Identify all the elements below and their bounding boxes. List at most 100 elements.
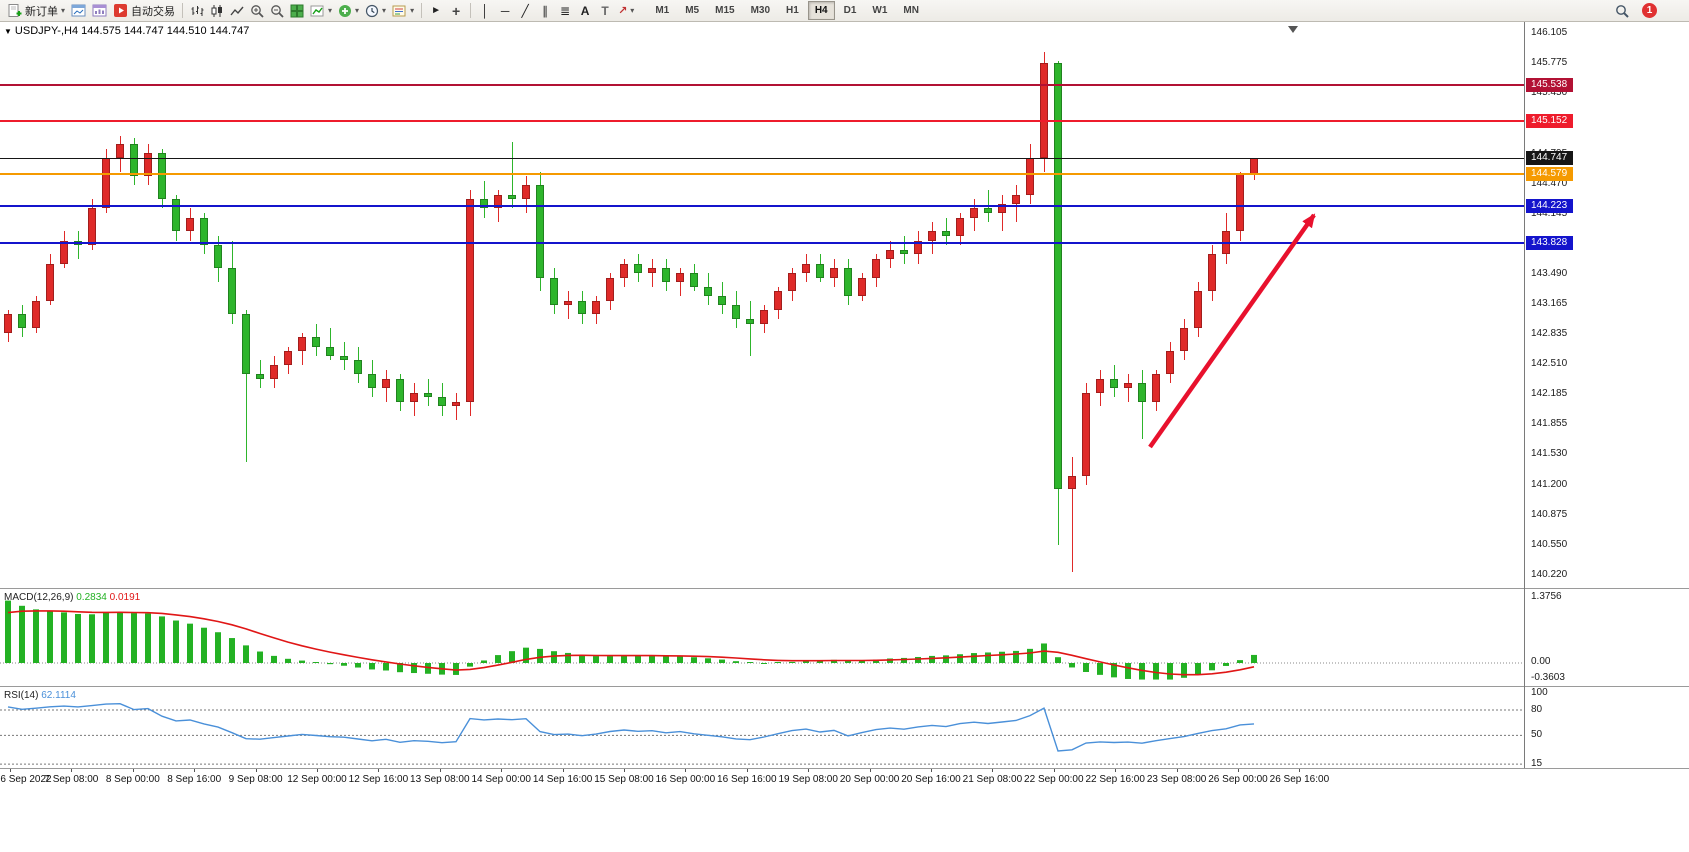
- new-order-button[interactable]: 新订单 ▾: [4, 1, 68, 21]
- search-button[interactable]: [1612, 1, 1632, 21]
- timeframe-H4[interactable]: H4: [807, 1, 835, 20]
- candle-body: [438, 397, 446, 407]
- tile-windows-icon: [290, 4, 304, 17]
- candle-body: [186, 217, 194, 232]
- time-axis-label: 23 Sep 08:00: [1146, 774, 1207, 785]
- candle-body: [830, 268, 838, 278]
- candle-body: [466, 199, 474, 402]
- candle-body: [774, 291, 782, 310]
- auto-trading-button[interactable]: 自动交易: [110, 1, 178, 21]
- zoom-in-button[interactable]: [247, 1, 267, 21]
- channel-tool-button[interactable]: ∥: [535, 1, 555, 21]
- candle-wick: [246, 309, 247, 462]
- macd-histogram-bar: [971, 653, 977, 663]
- cursor-tool-button[interactable]: ►: [426, 1, 446, 21]
- macd-histogram-bar: [817, 660, 823, 663]
- trend-arrow-annotation[interactable]: [0, 22, 1524, 588]
- auto-trading-label: 自动交易: [131, 5, 176, 18]
- symbol-dropdown-icon[interactable]: ▼: [4, 27, 12, 36]
- add-indicator-icon: [339, 4, 352, 17]
- chart-plot-area[interactable]: [0, 22, 1524, 588]
- timeframe-D1[interactable]: D1: [843, 5, 857, 16]
- timeframe-M5[interactable]: M5: [685, 5, 700, 16]
- notification-badge[interactable]: 1: [1642, 3, 1657, 18]
- candle-body: [172, 199, 180, 232]
- candle-body: [508, 194, 516, 200]
- hline-price-tag: 144.579: [1526, 166, 1573, 181]
- hline-object[interactable]: [0, 119, 1524, 122]
- candle-body: [312, 337, 320, 347]
- price-axis-label: 143.490: [1531, 267, 1568, 279]
- timeframe-W1[interactable]: W1: [872, 5, 888, 16]
- macd-histogram-bar: [467, 663, 473, 667]
- bar-chart-button[interactable]: [187, 1, 207, 21]
- macd-histogram-bar: [75, 613, 81, 663]
- macd-histogram-bar: [593, 656, 599, 663]
- candle-body: [228, 268, 236, 315]
- macd-histogram-bar: [19, 605, 25, 663]
- hline-object[interactable]: [0, 205, 1524, 208]
- line-chart-button[interactable]: [227, 1, 247, 21]
- time-axis-label: 13 Sep 08:00: [410, 774, 470, 785]
- timeframe-M1[interactable]: M1: [655, 5, 670, 16]
- candle-body: [550, 277, 558, 306]
- macd-histogram-bar: [1027, 648, 1033, 663]
- hline-price-tag: 145.152: [1526, 113, 1573, 128]
- current-price-line[interactable]: [0, 158, 1524, 160]
- candle-body: [382, 378, 390, 389]
- main-chart-panel: ▼ USDJPY-,H4 144.575 144.747 144.510 144.…: [0, 22, 1689, 588]
- candle-body: [298, 337, 306, 352]
- timeframe-M30[interactable]: M30: [750, 5, 771, 16]
- time-axis-tick: [808, 769, 810, 772]
- text-label-tool-button[interactable]: T: [595, 1, 615, 21]
- candle-body: [480, 199, 488, 209]
- time-axis-label: 19 Sep 08:00: [778, 774, 838, 785]
- indicators-button[interactable]: ▾: [307, 1, 335, 21]
- candlestick-chart-button[interactable]: [207, 1, 227, 21]
- profiles-button[interactable]: [89, 1, 110, 21]
- vertical-line-tool-button[interactable]: │: [475, 1, 495, 21]
- time-axis-label: 16 Sep 00:00: [655, 774, 716, 785]
- tile-windows-button[interactable]: [287, 1, 307, 21]
- macd-histogram-bar: [1181, 663, 1187, 678]
- timeframe-M15[interactable]: M15: [715, 5, 735, 16]
- periods-button[interactable]: ▾: [362, 1, 389, 21]
- trendline-tool-button[interactable]: ╱: [515, 1, 535, 21]
- macd-histogram-bar: [201, 627, 207, 663]
- time-axis-label: 20 Sep 16:00: [901, 774, 961, 785]
- toolbar-separator: [421, 3, 423, 18]
- time-axis[interactable]: 6 Sep 2022 7 Sep 08:00 8 Sep 00:00 8 Sep 16…: [0, 768, 1689, 788]
- templates-button[interactable]: ▾: [389, 1, 417, 21]
- add-indicator-button[interactable]: ▾: [335, 1, 362, 21]
- zoom-out-button[interactable]: [267, 1, 287, 21]
- hline-object[interactable]: [0, 84, 1524, 87]
- candle-body: [32, 300, 40, 329]
- text-tool-button[interactable]: A: [575, 1, 595, 21]
- candle-body: [88, 208, 96, 246]
- candle-body: [536, 185, 544, 278]
- candle-body: [18, 314, 26, 329]
- price-axis-label: 140.550: [1531, 538, 1568, 550]
- macd-histogram-bar: [999, 651, 1005, 663]
- chart-window-button[interactable]: [68, 1, 89, 21]
- crosshair-tool-button[interactable]: +: [446, 1, 466, 21]
- new-order-label: 新订单: [25, 5, 58, 18]
- candle-body: [522, 185, 530, 200]
- rsi-line: [7, 702, 1255, 752]
- fibonacci-icon: ≣: [560, 3, 571, 18]
- hline-object[interactable]: [0, 241, 1524, 244]
- fibonacci-tool-button[interactable]: ≣: [555, 1, 575, 21]
- time-axis-label: 22 Sep 16:00: [1085, 774, 1145, 785]
- caret-down-icon: ▾: [61, 6, 66, 15]
- time-axis-tick: [869, 769, 871, 772]
- shapes-tool-button[interactable]: ↗ ▾: [615, 1, 637, 21]
- time-axis-tick: [71, 769, 73, 772]
- horizontal-line-tool-button[interactable]: ─: [495, 1, 515, 21]
- hline-object[interactable]: [0, 172, 1524, 175]
- clock-icon: [365, 4, 379, 17]
- time-axis-label: 7 Sep 08:00: [44, 774, 99, 785]
- timeframe-H1[interactable]: H1: [786, 5, 799, 16]
- chart-shift-marker[interactable]: [1288, 26, 1298, 33]
- macd-histogram-bar: [859, 660, 865, 663]
- timeframe-MN[interactable]: MN: [903, 5, 919, 16]
